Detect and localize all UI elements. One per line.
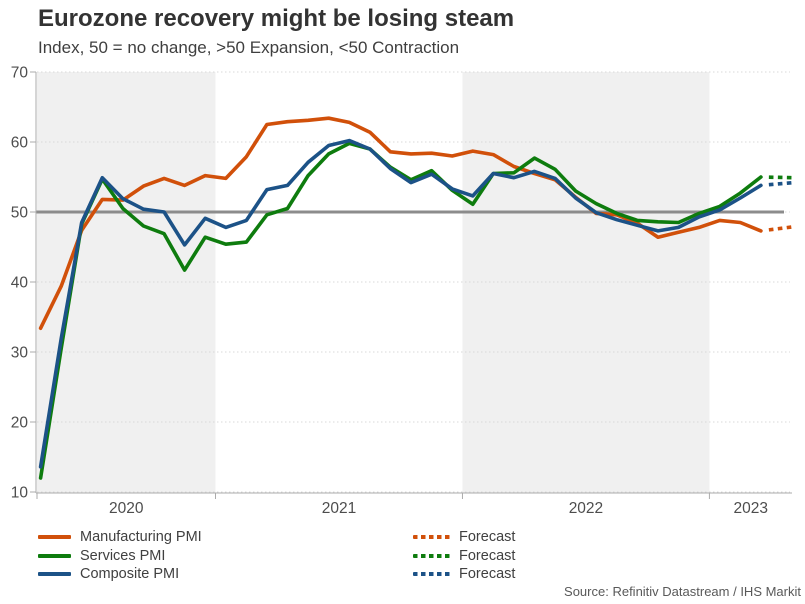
legend-item-forecast-manufacturing-pmi: Forecast — [413, 528, 515, 546]
forecast-dotted-swatch — [413, 571, 450, 576]
legend-item-forecast-services-pmi: Forecast — [413, 546, 515, 564]
x-tick-label-2021: 2021 — [322, 500, 356, 517]
chart-title: Eurozone recovery might be losing steam — [38, 5, 515, 32]
legend-label: Composite PMI — [80, 565, 180, 582]
x-tick-label-2020: 2020 — [109, 500, 144, 517]
pmi-line-chart: 10 20 30 40 50 60 70 2020 2021 2022 2023 — [11, 65, 795, 517]
services-pmi-forecast-line — [768, 175, 795, 180]
y-tick-label: 50 — [11, 205, 29, 222]
y-tick-label: 60 — [11, 135, 29, 152]
legend-series-column: Manufacturing PMI Services PMI Composite P… — [38, 528, 202, 583]
y-tick-label: 30 — [11, 345, 29, 362]
legend-label: Services PMI — [80, 547, 166, 564]
legend-item-services-pmi: Services PMI — [38, 546, 202, 564]
y-tick-label: 20 — [11, 415, 29, 432]
legend-item-manufacturing-pmi: Manufacturing PMI — [38, 528, 202, 546]
forecast-dotted-swatch — [413, 553, 450, 558]
x-tick-label-2022: 2022 — [569, 500, 603, 517]
source-note: Source: Refinitiv Datastream / IHS Marki… — [564, 584, 801, 599]
legend-forecast-column: Forecast Forecast Forecast — [413, 528, 515, 583]
series-line-swatch — [38, 553, 71, 558]
chart-subtitle: Index, 50 = no change, >50 Expansion, <5… — [38, 38, 460, 57]
series-line-swatch — [38, 571, 71, 576]
y-tick-label: 10 — [11, 485, 29, 502]
legend-item-forecast-composite-pmi: Forecast — [413, 565, 515, 583]
x-tick-label-2023: 2023 — [733, 500, 767, 517]
legend-item-composite-pmi: Composite PMI — [38, 565, 202, 583]
forecast-dotted-swatch — [413, 535, 450, 540]
manufacturing-pmi-forecast-line — [768, 224, 795, 232]
legend-label: Manufacturing PMI — [80, 529, 202, 546]
y-tick-label: 40 — [11, 275, 29, 292]
series-line-swatch — [38, 535, 71, 540]
y-tick-label: 70 — [11, 65, 29, 82]
legend-label: Forecast — [459, 565, 516, 582]
legend-label: Forecast — [459, 547, 516, 564]
composite-pmi-forecast-line — [768, 180, 795, 187]
composite-pmi-line — [38, 138, 763, 469]
legend-label: Forecast — [459, 529, 516, 546]
